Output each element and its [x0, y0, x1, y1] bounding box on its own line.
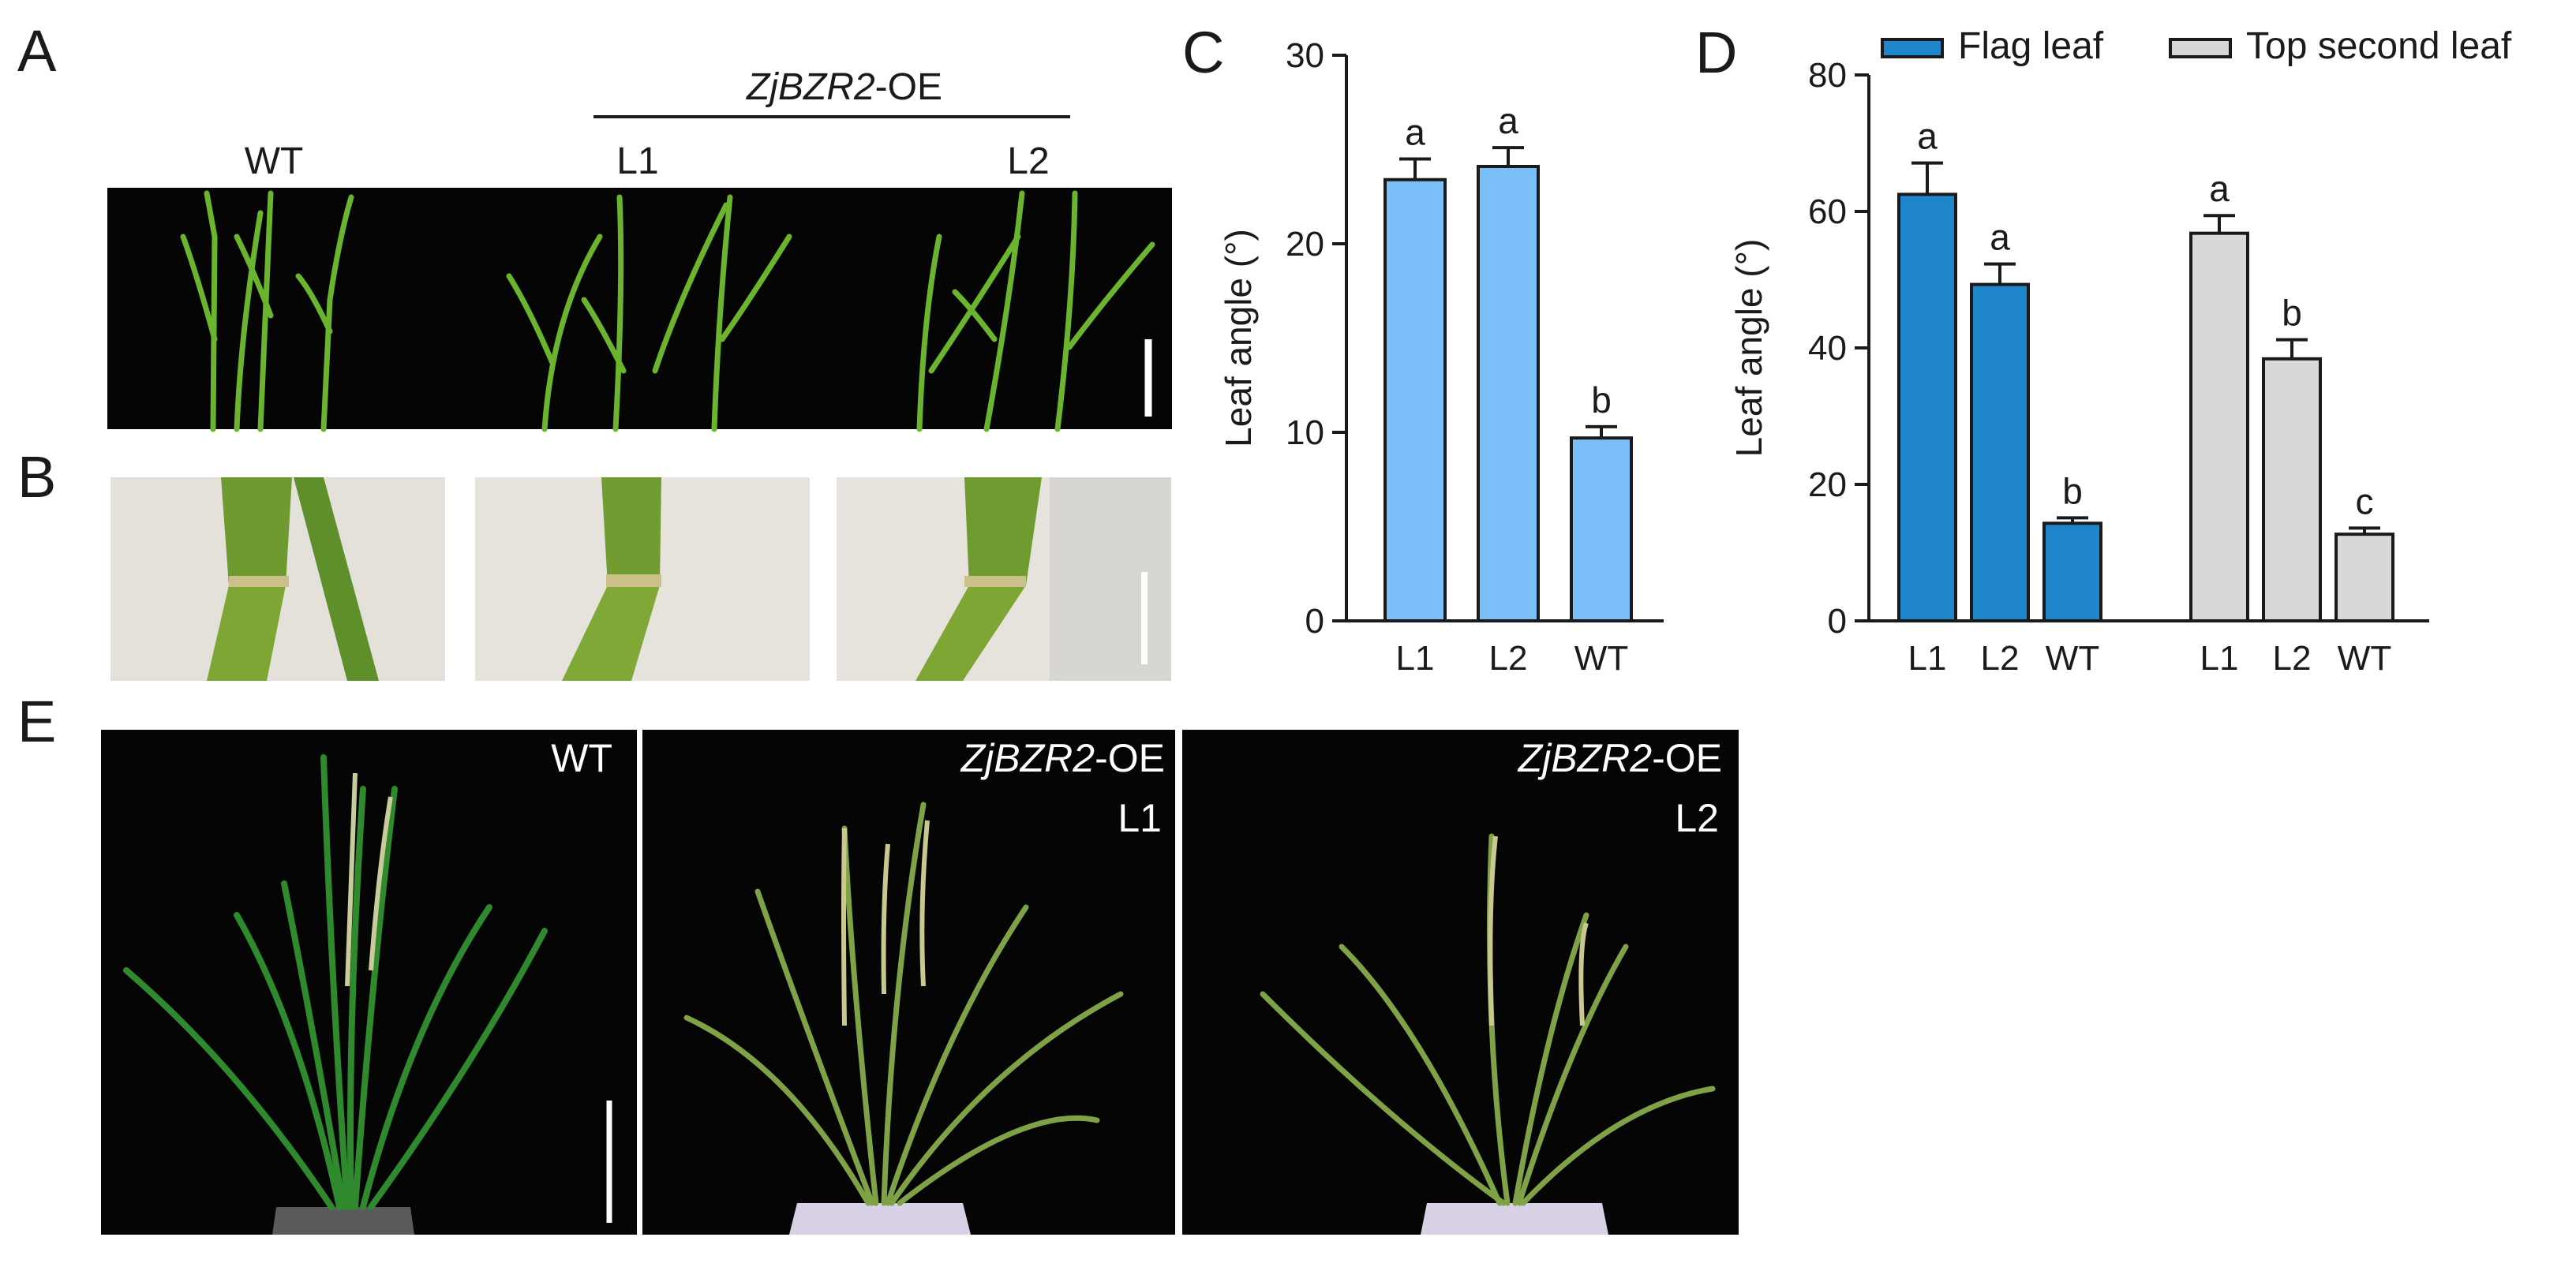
panel-e-label-l2-gene: ZjBZR2-OE [1518, 736, 1722, 780]
panel-letter-b: B [17, 444, 56, 510]
chart-d-y-tick-label: 80 [1808, 56, 1847, 95]
chart-d-y-tick-label: 60 [1808, 192, 1847, 231]
chart-d-x-tick-label: L2 [1981, 639, 2020, 678]
panel-e-photo-l2: ZjBZR2-OE L2 [1182, 730, 1739, 1235]
chart-d: 0 20 40 60 80 Leaf angle (°) a L1 a L2 b WT a L1 b L2 c W… [1728, 25, 2512, 678]
panel-letter-d: D [1695, 20, 1737, 85]
chart-c-significance-letter: a [1405, 111, 1425, 152]
panel-letter-e: E [17, 689, 56, 754]
chart-c-x-tick-label: WT [1574, 639, 1628, 678]
panel-b-photo-l2 [837, 477, 1171, 681]
chart-d-series-2-bar-l1 [2189, 231, 2249, 622]
chart-d-series-2-significance-letter: b [2282, 293, 2302, 334]
chart-c-bar-l2 [1477, 165, 1540, 622]
chart-c-significance-letter: b [1591, 379, 1612, 420]
chart-d-y-tick-label: 0 [1828, 602, 1847, 641]
chart-c-x-tick-label: L1 [1396, 639, 1435, 678]
panel-b-lamina-joint-photos [110, 477, 1171, 681]
chart-d-legend-swatch-1 [1881, 38, 1944, 58]
panel-a-gene-name: ZjBZR2 [746, 66, 875, 108]
chart-c-y-tick-label: 10 [1286, 413, 1324, 452]
chart-d-y-axis-title: Leaf angle (°) [1728, 239, 1769, 458]
panel-e-photo-l1: ZjBZR2-OE L1 [642, 730, 1175, 1235]
panel-a-group-label: ZjBZR2-OE [746, 66, 942, 108]
chart-d-legend-swatch-2 [2169, 38, 2232, 58]
chart-c-y-tick-label: 20 [1286, 225, 1324, 263]
chart-c: 0 10 20 30 Leaf angle (°) a L1 a L2 b WT [1218, 36, 1664, 678]
chart-d-series-1-bar-wt [2042, 521, 2102, 622]
chart-c-x-tick-label: L2 [1489, 639, 1528, 678]
panel-a-label-l2: L2 [1007, 140, 1049, 182]
chart-d-x-tick-label: L1 [2200, 639, 2239, 678]
chart-d-series-2-bar-l2 [2262, 357, 2322, 622]
chart-c-bar-l1 [1383, 178, 1447, 623]
chart-d-series-1-bar-l1 [1897, 192, 1957, 622]
panel-letter-c: C [1182, 20, 1224, 85]
panel-a-gene-suffix: -OE [875, 66, 942, 108]
chart-c-y-axis-title: Leaf angle (°) [1218, 229, 1259, 447]
chart-d-y-tick-label: 20 [1808, 465, 1847, 504]
panel-a-label-l1: L1 [616, 140, 658, 182]
panel-e-label-l1-line: L1 [1118, 796, 1162, 840]
chart-c-y-tick-label: 0 [1305, 602, 1324, 641]
chart-d-x-tick-label: L1 [1908, 639, 1947, 678]
panel-e-photo-wt: WT [101, 730, 637, 1235]
chart-d-series-1-bar-l2 [1970, 282, 2030, 622]
panel-e-label-wt: WT [551, 736, 612, 780]
chart-d-series-2-significance-letter: c [2356, 480, 2374, 521]
chart-d-series-2-bar-wt [2334, 533, 2394, 623]
panel-b-photo-l1 [475, 477, 810, 681]
chart-d-series-1-significance-letter: b [2062, 470, 2083, 511]
chart-d-x-tick-label: WT [2338, 639, 2391, 678]
chart-d-x-tick-label: L2 [2273, 639, 2312, 678]
chart-d-series-1-significance-letter: a [1917, 116, 1938, 157]
panel-e-label-l1-gene: ZjBZR2-OE [960, 736, 1165, 780]
chart-c-bar-wt [1570, 436, 1633, 622]
panel-e-whole-plant-photos: WT ZjBZR2-OE L1 [101, 730, 1739, 1235]
chart-c-significance-letter: a [1498, 100, 1518, 141]
chart-d-legend-label-1: Flag leaf [1958, 25, 2104, 67]
chart-d-legend-label-2: Top second leaf [2246, 25, 2512, 67]
chart-d-y-tick-label: 40 [1808, 329, 1847, 368]
panel-a-seedling-photo [107, 188, 1172, 432]
chart-c-y-tick-label: 30 [1286, 36, 1324, 75]
chart-d-x-tick-label: WT [2046, 639, 2099, 678]
panel-b-photo-wt [110, 477, 445, 681]
chart-d-series-2-significance-letter: a [2209, 168, 2230, 209]
panel-a-label-wt: WT [245, 140, 304, 182]
chart-d-series-1-significance-letter: a [1990, 217, 2010, 258]
panel-letter-a: A [17, 18, 57, 84]
panel-e-label-l2-line: L2 [1675, 796, 1719, 840]
